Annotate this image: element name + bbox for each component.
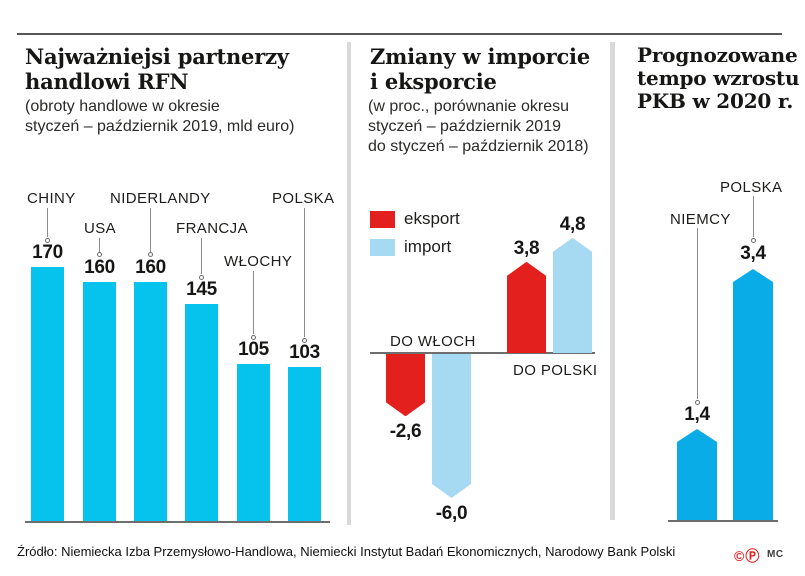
import-legend-swatch [370,238,395,256]
category-label-do-w-och: DO WŁOCH [390,333,476,350]
value-label-eksport-do-w-och: -2,6 [389,421,422,443]
copyright-icons: ©Ⓟ [734,546,760,566]
category-label-chiny: CHINY [27,190,76,207]
import-legend-label: import [404,237,452,256]
value-label-francja: 145 [186,279,217,301]
leader-line-niderlandy [150,208,151,252]
value-label-chiny: 170 [32,242,63,263]
value-label-w-ochy: 105 [238,339,269,361]
middle-panel-title: Zmiany w imporcie i eksporcie [370,44,590,94]
middle-chart-baseline [370,352,595,354]
value-label-polska: 103 [289,342,320,364]
leader-dot-niemcy [694,399,700,405]
category-label-polska: POLSKA [720,179,783,196]
bar-w-ochy [237,364,270,521]
left-panel-title: Najważniejsi partnerzy handlowi RFN [25,44,289,94]
bar-chiny [31,267,64,521]
category-label-francja: FRANCJA [176,220,248,237]
leader-line-chiny [47,208,48,237]
left-title-line-1: Najważniejsi partnerzy [25,44,289,69]
leader-dot-polska [750,237,756,243]
value-label-import-do-w-och: -6,0 [435,503,468,524]
category-label-usa: USA [84,220,117,237]
bar-eksport-do-polski [507,261,546,353]
bar-niemcy [677,429,717,520]
credit-mark: MC [767,549,784,560]
source-text: Źródło: Niemiecka Izba Przemysłowo-Handl… [17,544,676,559]
leader-line-francja [201,238,202,275]
middle-title-line-1: Zmiany w imporcie [370,44,590,69]
top-rule [17,33,782,35]
value-label-eksport-do-polski: 3,8 [513,237,540,259]
leader-dot-polska [302,337,307,343]
category-label-niderlandy: NIDERLANDY [110,190,211,207]
category-label-w-ochy: WŁOCHY [224,253,293,270]
bar-eksport-do-w-och [386,354,425,416]
left-subtitle-line-2: styczeń – październik 2019, mld euro) [25,118,295,135]
right-chart-baseline [668,520,778,522]
legend-row-eksport: eksport [370,209,460,229]
category-label-niemcy: NIEMCY [670,211,731,228]
bar-import-do-w-och [432,354,471,498]
leader-dot-usa [97,252,102,258]
leader-line-w-ochy [253,271,254,335]
value-label-import-do-polski: 4,8 [559,213,586,235]
leader-dot-w-ochy [251,334,256,340]
left-chart-baseline [25,521,330,523]
right-title-line-2: tempo wzrostu [637,66,800,90]
middle-subtitle-line-2: styczeń – październik 2019 [368,118,561,135]
leader-dot-chiny [45,237,50,243]
bar-usa [83,281,116,521]
eksport-legend-swatch [370,210,395,228]
leader-line-polska [304,208,305,338]
leader-line-usa [99,238,100,252]
bar-polska [288,367,321,521]
leader-dot-niderlandy [148,252,153,258]
legend-row-import: import [370,237,451,257]
leader-line-polska [752,196,754,237]
right-title-line-1: Prognozowane [637,43,798,67]
right-panel-title: Prognozowane tempo wzrostu PKB w 2020 r. [637,43,800,113]
divider-left-middle [347,42,351,525]
value-label-usa: 160 [84,256,115,278]
bar-francja [185,304,218,521]
value-label-polska: 3,4 [740,243,766,264]
left-title-line-2: handlowi RFN [25,69,189,94]
divider-middle-right [610,42,615,520]
category-label-do-polski: DO POLSKI [513,362,598,379]
bar-polska [733,269,773,520]
leader-dot-francja [199,274,204,280]
right-title-line-3: PKB w 2020 r. [637,89,794,113]
value-label-niderlandy: 160 [135,256,166,278]
middle-subtitle-line-1: (w proc., porównanie okresu [368,98,569,115]
category-label-polska: POLSKA [272,190,335,207]
middle-subtitle-line-3: do styczeń – październik 2018) [368,138,589,155]
left-subtitle-line-1: (obroty handlowe w okresie [25,98,220,115]
copyright-c-icon: © [734,548,746,564]
value-label-niemcy: 1,4 [684,404,710,425]
bar-niderlandy [134,281,167,521]
left-panel-subtitle: (obroty handlowe w okresie styczeń – paź… [25,97,294,137]
middle-title-line-2: i eksporcie [370,69,497,94]
leader-line-niemcy [696,228,698,399]
bar-import-do-polski [553,237,592,353]
eksport-legend-label: eksport [404,209,460,228]
copyright-p-icon: Ⓟ [745,548,761,564]
middle-panel-subtitle: (w proc., porównanie okresu styczeń – pa… [368,97,589,157]
